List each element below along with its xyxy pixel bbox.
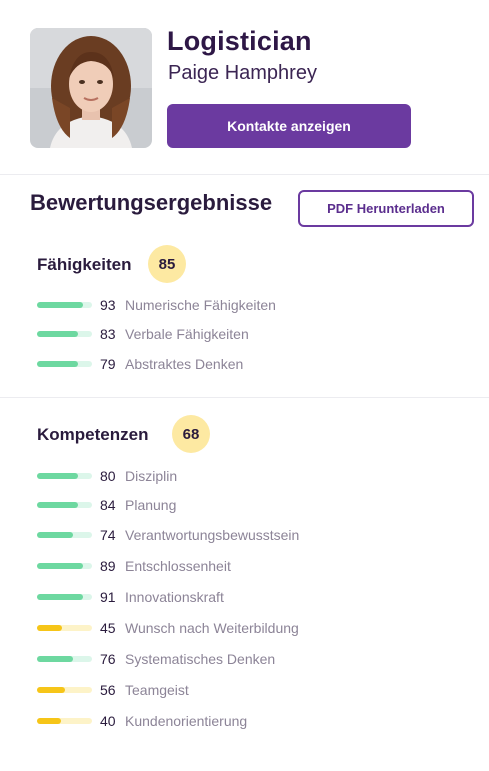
list-item: 74 Verantwortungsbewusstsein: [37, 525, 299, 545]
item-label: Kundenorientierung: [125, 713, 248, 729]
group-divider: [0, 397, 489, 398]
item-label: Wunsch nach Weiterbildung: [125, 620, 299, 636]
item-label: Innovationskraft: [125, 589, 224, 605]
list-item: 76 Systematisches Denken: [37, 649, 275, 669]
download-pdf-button[interactable]: PDF Herunterladen: [298, 190, 474, 227]
score-bar: [37, 563, 92, 569]
item-score: 40: [100, 713, 116, 729]
skills-group-title: Fähigkeiten: [37, 255, 132, 274]
item-score: 80: [100, 468, 116, 484]
score-bar: [37, 532, 92, 538]
list-item: 91 Innovationskraft: [37, 587, 224, 607]
item-score: 89: [100, 558, 116, 574]
item-label: Disziplin: [125, 468, 178, 484]
score-bar: [37, 687, 92, 693]
item-label: Entschlossenheit: [125, 558, 231, 574]
score-bar: [37, 331, 92, 337]
header-divider: [0, 174, 489, 175]
item-score: 79: [100, 356, 116, 372]
item-score: 74: [100, 527, 116, 543]
profile-photo: [30, 28, 152, 148]
list-item: 84 Planung: [37, 495, 176, 515]
competencies-group-title: Kompetenzen: [37, 425, 149, 444]
item-score: 91: [100, 589, 116, 605]
item-label: Systematisches Denken: [125, 651, 276, 667]
job-title: Logistician: [167, 26, 312, 56]
list-item: 45 Wunsch nach Weiterbildung: [37, 618, 299, 638]
portrait-image: [30, 28, 152, 148]
score-bar: [37, 502, 92, 508]
profile-header: Logistician Paige Hamphrey Kontakte anze…: [0, 0, 489, 174]
list-item: 79 Abstraktes Denken: [37, 354, 243, 374]
list-item: 40 Kundenorientierung: [37, 711, 247, 731]
score-bar: [37, 656, 92, 662]
item-label: Planung: [125, 497, 177, 513]
score-bar: [37, 594, 92, 600]
item-score: 76: [100, 651, 116, 667]
show-contacts-button[interactable]: Kontakte anzeigen: [167, 104, 411, 148]
results-title: Bewertungsergebnisse: [30, 190, 273, 215]
person-name: Paige Hamphrey: [168, 62, 317, 84]
item-score: 93: [100, 297, 116, 313]
list-item: 80 Disziplin: [37, 466, 177, 486]
list-item: 56 Teamgeist: [37, 680, 189, 700]
item-label: Verbale Fähigkeiten: [125, 326, 249, 342]
item-score: 56: [100, 682, 116, 698]
score-bar: [37, 361, 92, 367]
list-item: 83 Verbale Fähigkeiten: [37, 324, 249, 344]
list-item: 89 Entschlossenheit: [37, 556, 231, 576]
competencies-score-badge: 68: [172, 415, 210, 453]
item-score: 83: [100, 326, 116, 342]
item-score: 45: [100, 620, 116, 636]
item-label: Numerische Fähigkeiten: [125, 297, 276, 313]
item-label: Verantwortungsbewusstsein: [125, 527, 300, 543]
list-item: 93 Numerische Fähigkeiten: [37, 295, 276, 315]
score-bar: [37, 302, 92, 308]
item-label: Abstraktes Denken: [125, 356, 244, 372]
score-bar: [37, 718, 92, 724]
score-bar: [37, 625, 92, 631]
skills-score-badge: 85: [148, 245, 186, 283]
item-score: 84: [100, 497, 116, 513]
item-label: Teamgeist: [125, 682, 189, 698]
score-bar: [37, 473, 92, 479]
